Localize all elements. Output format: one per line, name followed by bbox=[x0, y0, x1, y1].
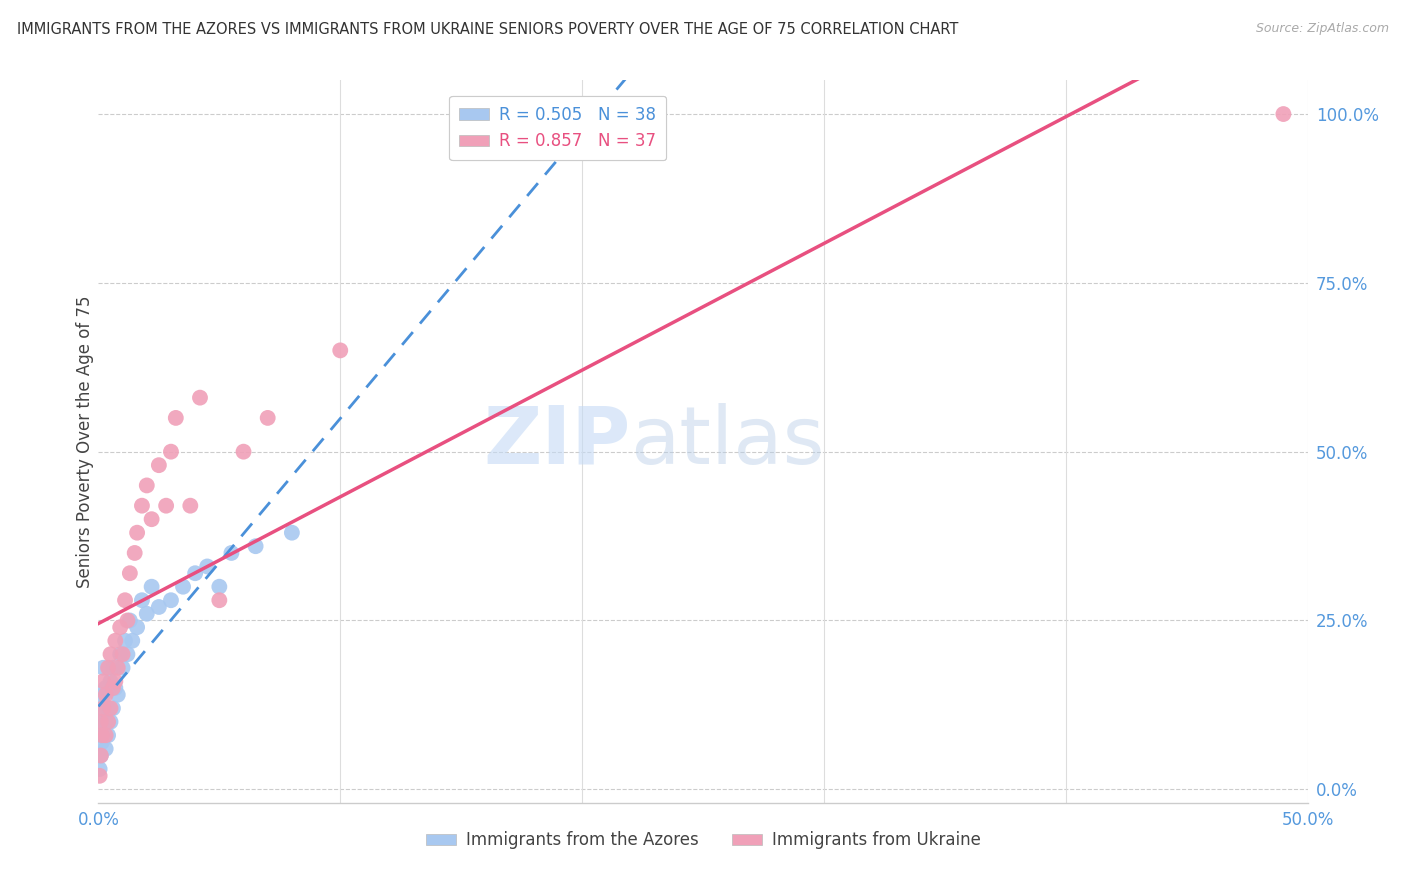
Point bbox=[256, 411, 278, 425]
Point bbox=[104, 633, 127, 648]
Point bbox=[208, 580, 231, 594]
Point bbox=[221, 546, 243, 560]
Point bbox=[118, 614, 141, 628]
Point bbox=[90, 728, 112, 742]
Point bbox=[90, 701, 112, 715]
Point bbox=[94, 714, 117, 729]
Point bbox=[91, 714, 114, 729]
Point bbox=[165, 411, 187, 425]
Y-axis label: Seniors Poverty Over the Age of 75: Seniors Poverty Over the Age of 75 bbox=[76, 295, 94, 588]
Point bbox=[121, 633, 143, 648]
Text: Source: ZipAtlas.com: Source: ZipAtlas.com bbox=[1256, 22, 1389, 36]
Point bbox=[91, 735, 114, 749]
Point bbox=[90, 748, 112, 763]
Point bbox=[97, 701, 120, 715]
Text: atlas: atlas bbox=[630, 402, 825, 481]
Point bbox=[135, 478, 157, 492]
Point bbox=[100, 674, 122, 689]
Point bbox=[100, 647, 122, 661]
Point bbox=[127, 620, 149, 634]
Point bbox=[232, 444, 254, 458]
Point bbox=[114, 633, 136, 648]
Point bbox=[155, 499, 177, 513]
Point bbox=[101, 681, 124, 695]
Point bbox=[281, 525, 304, 540]
Point bbox=[97, 728, 120, 742]
Point bbox=[91, 661, 114, 675]
Point bbox=[108, 620, 131, 634]
Point bbox=[94, 741, 117, 756]
Point bbox=[89, 762, 111, 776]
Point bbox=[160, 593, 183, 607]
Point bbox=[188, 391, 211, 405]
Point bbox=[90, 748, 112, 763]
Point bbox=[94, 688, 117, 702]
Point bbox=[141, 580, 163, 594]
Point bbox=[1272, 107, 1295, 121]
Point bbox=[91, 688, 114, 702]
Point bbox=[179, 499, 201, 513]
Point bbox=[91, 728, 114, 742]
Point bbox=[114, 593, 136, 607]
Point bbox=[127, 525, 149, 540]
Text: IMMIGRANTS FROM THE AZORES VS IMMIGRANTS FROM UKRAINE SENIORS POVERTY OVER THE A: IMMIGRANTS FROM THE AZORES VS IMMIGRANTS… bbox=[17, 22, 959, 37]
Point bbox=[91, 701, 114, 715]
Point bbox=[245, 539, 267, 553]
Point bbox=[160, 444, 183, 458]
Point bbox=[148, 599, 170, 614]
Point bbox=[90, 714, 112, 729]
Point bbox=[111, 661, 134, 675]
Point bbox=[124, 546, 146, 560]
Point bbox=[97, 661, 120, 675]
Point bbox=[101, 661, 124, 675]
Point bbox=[94, 681, 117, 695]
Point bbox=[135, 607, 157, 621]
Point bbox=[131, 499, 153, 513]
Point bbox=[104, 674, 127, 689]
Point bbox=[107, 661, 129, 675]
Point bbox=[117, 647, 139, 661]
Point bbox=[108, 647, 131, 661]
Point bbox=[100, 714, 122, 729]
Point bbox=[208, 593, 231, 607]
Point bbox=[184, 566, 207, 581]
Point bbox=[97, 714, 120, 729]
Point bbox=[94, 728, 117, 742]
Text: ZIP: ZIP bbox=[484, 402, 630, 481]
Point bbox=[91, 674, 114, 689]
Point bbox=[100, 701, 122, 715]
Point bbox=[195, 559, 218, 574]
Point bbox=[329, 343, 352, 358]
Legend: Immigrants from the Azores, Immigrants from Ukraine: Immigrants from the Azores, Immigrants f… bbox=[419, 824, 987, 856]
Point bbox=[148, 458, 170, 472]
Point bbox=[141, 512, 163, 526]
Point bbox=[111, 647, 134, 661]
Point bbox=[172, 580, 194, 594]
Point bbox=[131, 593, 153, 607]
Point bbox=[107, 688, 129, 702]
Point bbox=[104, 681, 127, 695]
Point bbox=[118, 566, 141, 581]
Point bbox=[89, 769, 111, 783]
Point bbox=[117, 614, 139, 628]
Point bbox=[101, 701, 124, 715]
